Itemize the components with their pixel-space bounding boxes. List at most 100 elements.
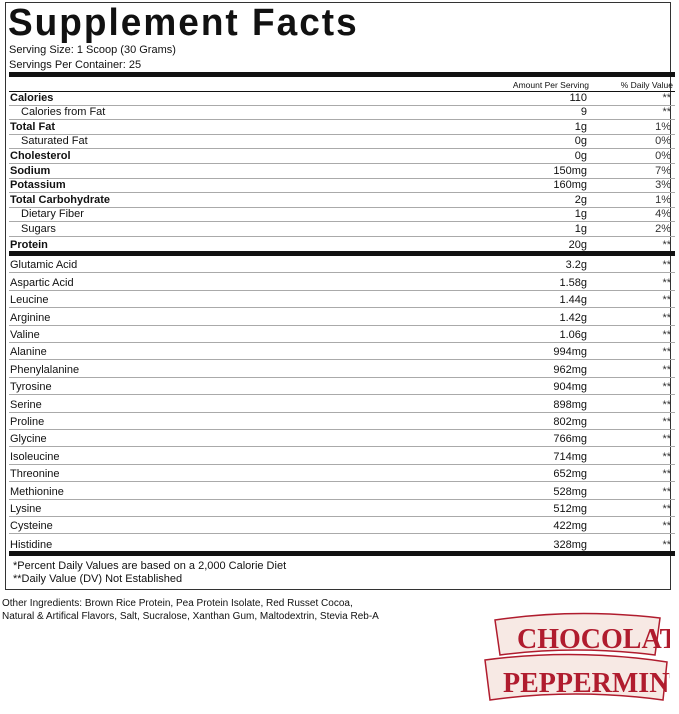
nutrient-amount: 1.06g	[559, 328, 587, 341]
nutrient-amount: 3.2g	[565, 259, 587, 272]
daily-value: **	[662, 363, 671, 376]
serving-size: Serving Size: 1 Scoop (30 Grams)	[9, 44, 176, 56]
daily-value: 2%	[655, 222, 671, 235]
daily-value: **	[662, 91, 671, 104]
nutrient-amount: 150mg	[553, 164, 587, 177]
daily-value: **	[662, 381, 671, 394]
nutrient-name: Alanine	[10, 346, 47, 359]
daily-value: **	[662, 294, 671, 307]
daily-value: **	[662, 106, 671, 119]
logo-line-2: PEPPERMINT	[503, 668, 670, 699]
nutrient-name: Isoleucine	[10, 450, 60, 463]
flavor-logo: CHOCOLATE PEPPERMINT	[484, 612, 670, 701]
dv-header: % Daily Value	[620, 80, 673, 90]
other-ingredients: Natural & Artifical Flavors, Salt, Sucra…	[2, 611, 379, 622]
supplement-facts-panel	[5, 2, 671, 590]
nutrient-row: Saturated Fat 0g 0%	[9, 135, 675, 150]
nutrient-name: Phenylalanine	[10, 363, 80, 376]
nutrient-name: Saturated Fat	[21, 135, 88, 148]
nutrient-name: Cholesterol	[10, 149, 71, 162]
daily-value: 0%	[655, 149, 671, 162]
nutrient-name: Potassium	[10, 179, 66, 192]
nutrient-name: Aspartic Acid	[10, 276, 74, 289]
nutrient-name: Calories	[10, 91, 54, 104]
other-ingredients: Other Ingredients: Brown Rice Protein, P…	[2, 598, 353, 609]
nutrient-name: Sodium	[10, 164, 51, 177]
amount-header: Amount Per Serving	[512, 80, 589, 90]
column-headers: Amount Per Serving % Daily Value	[9, 79, 675, 92]
nutrient-amount: 528mg	[553, 485, 587, 498]
nutrient-name: Cysteine	[10, 520, 53, 533]
nutrient-name: Serine	[10, 398, 42, 411]
nutrient-amount: 1.44g	[559, 294, 587, 307]
nutrient-row: Alanine 994mg **	[9, 343, 675, 361]
divider-thick	[9, 551, 675, 556]
nutrient-amount: 652mg	[553, 468, 587, 481]
nutrient-row: Total Carbohydrate 2g 1%	[9, 193, 675, 208]
daily-value: **	[662, 468, 671, 481]
nutrient-name: Glutamic Acid	[10, 259, 78, 272]
servings-per-container: Servings Per Container: 25	[9, 59, 142, 71]
panel-title: Supplement Facts	[8, 1, 359, 44]
nutrient-row: Sodium 150mg 7%	[9, 164, 675, 179]
nutrient-amount: 898mg	[553, 398, 587, 411]
daily-value: **	[662, 259, 671, 272]
daily-value: 3%	[655, 179, 671, 192]
nutrient-name: Protein	[10, 238, 48, 251]
nutrient-row: Arginine 1.42g **	[9, 308, 675, 326]
nutrient-amount: 1g	[574, 120, 587, 133]
daily-value: **	[662, 502, 671, 515]
nutrient-row: Protein 20g **	[9, 237, 675, 252]
nutrient-row: Total Fat 1g 1%	[9, 120, 675, 135]
nutrient-name: Lysine	[10, 502, 42, 515]
daily-value: **	[662, 538, 671, 551]
nutrient-amount: 160mg	[553, 179, 587, 192]
nutrient-name: Proline	[10, 415, 45, 428]
nutrient-name: Glycine	[10, 433, 47, 446]
nutrient-amount: 962mg	[553, 363, 587, 376]
nutrient-row: Sugars 1g 2%	[9, 222, 675, 237]
nutrient-amount: 0g	[574, 149, 587, 162]
nutrient-amount: 0g	[574, 135, 587, 148]
daily-value: **	[662, 346, 671, 359]
daily-value: **	[662, 328, 671, 341]
nutrient-name: Total Fat	[10, 120, 56, 133]
nutrient-row: Threonine 652mg **	[9, 465, 675, 483]
nutrient-amount: 1.42g	[559, 311, 587, 324]
nutrient-amount: 20g	[568, 238, 587, 251]
nutrient-amount: 1.58g	[559, 276, 587, 289]
nutrient-row: Aspartic Acid 1.58g **	[9, 273, 675, 291]
nutrient-row: Tyrosine 904mg **	[9, 378, 675, 396]
nutrient-amount: 1g	[574, 208, 587, 221]
daily-value: **	[662, 520, 671, 533]
footnote: **Daily Value (DV) Not Established	[13, 573, 183, 585]
nutrient-row: Serine 898mg **	[9, 395, 675, 413]
nutrient-name: Histidine	[10, 538, 53, 551]
nutrient-amount: 1g	[574, 222, 587, 235]
daily-value: 1%	[655, 120, 671, 133]
nutrient-amount: 110	[569, 91, 587, 104]
divider-thick	[9, 251, 675, 256]
nutrient-name: Total Carbohydrate	[10, 193, 111, 206]
nutrient-name: Dietary Fiber	[21, 208, 84, 221]
nutrient-name: Arginine	[10, 311, 51, 324]
nutrient-amount: 766mg	[553, 433, 587, 446]
nutrient-row: Calories from Fat 9 **	[9, 106, 675, 121]
nutrient-amount: 2g	[574, 193, 587, 206]
daily-value: 1%	[655, 193, 671, 206]
nutrient-row: Calories 110 **	[9, 91, 675, 106]
nutrient-name: Leucine	[10, 294, 49, 307]
nutrient-row: Leucine 1.44g **	[9, 291, 675, 309]
nutrient-row: Histidine 328mg **	[9, 534, 675, 551]
logo-line-1: CHOCOLATE	[517, 624, 670, 655]
nutrient-name: Valine	[10, 328, 40, 341]
daily-value: 0%	[655, 135, 671, 148]
nutrient-row: Cholesterol 0g 0%	[9, 149, 675, 164]
nutrient-row: Cysteine 422mg **	[9, 517, 675, 535]
nutrient-row: Glutamic Acid 3.2g **	[9, 256, 675, 274]
nutrient-amount: 904mg	[553, 381, 587, 394]
daily-value: **	[662, 433, 671, 446]
nutrient-row: Proline 802mg **	[9, 413, 675, 430]
nutrient-amount: 994mg	[553, 346, 587, 359]
nutrient-amount: 512mg	[553, 502, 587, 515]
